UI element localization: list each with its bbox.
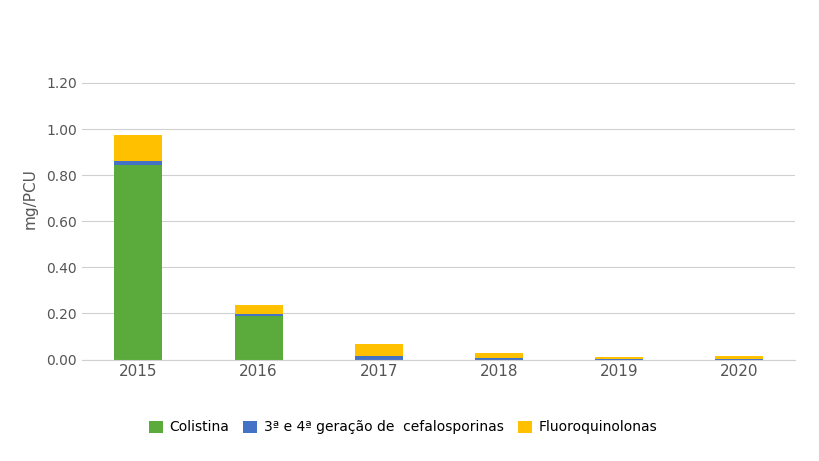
Bar: [594, 357, 642, 360]
Bar: [714, 356, 762, 360]
Legend: Colistina, 3ª e 4ª geração de  cefalosporinas, Fluoroquinolonas: Colistina, 3ª e 4ª geração de cefalospor…: [143, 415, 663, 440]
Bar: [234, 316, 283, 360]
Bar: [234, 305, 283, 314]
Bar: [354, 344, 402, 356]
Bar: [115, 165, 162, 360]
Bar: [115, 135, 162, 161]
Y-axis label: mg/PCU: mg/PCU: [23, 168, 38, 229]
Bar: [474, 358, 523, 360]
Bar: [474, 353, 523, 358]
Bar: [115, 161, 162, 165]
Bar: [354, 356, 402, 360]
Bar: [234, 314, 283, 316]
